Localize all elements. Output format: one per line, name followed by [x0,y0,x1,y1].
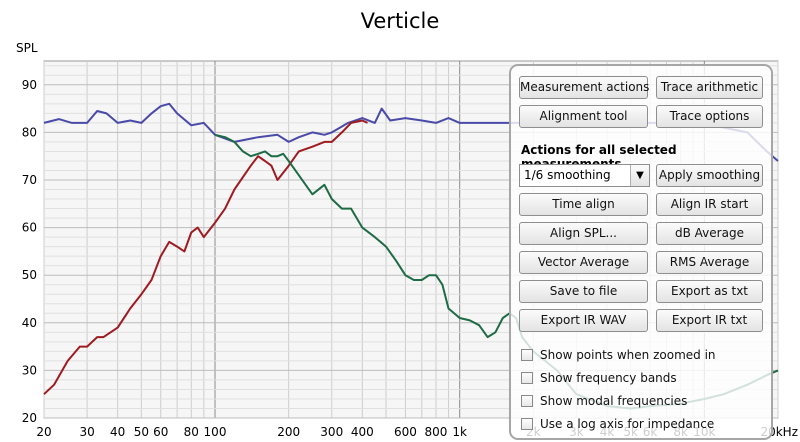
x-tick-label: 800 [425,425,448,439]
vector-average-button[interactable]: Vector Average [519,251,648,274]
smoothing-select-value: 1/6 smoothing [524,168,611,182]
chevron-down-icon[interactable]: ▼ [630,165,649,186]
rms-average-button[interactable]: RMS Average [656,251,763,274]
checkbox-label: Show frequency bands [540,371,677,385]
x-tick-label: 80 [184,425,199,439]
x-tick-label: 300 [320,425,343,439]
graph-title: Verticle [360,9,440,33]
x-tick-label: 100 [204,425,227,439]
apply-smoothing-button[interactable]: Apply smoothing [656,164,763,187]
x-tick-label: 1k [452,425,467,439]
alignment-tool-button[interactable]: Alignment tool [519,105,648,128]
export-ir-txt-button[interactable]: Export IR txt [656,309,763,332]
db-average-button[interactable]: dB Average [656,222,763,245]
align-spl-button[interactable]: Align SPL... [519,222,648,245]
checkbox-box[interactable] [521,372,533,384]
x-tick-label: 40 [110,425,125,439]
y-tick-label: 40 [22,316,37,330]
measurement-actions-button[interactable]: Measurement actions [519,76,649,99]
x-tick-label: 200 [277,425,300,439]
checkbox-box[interactable] [521,349,533,361]
y-tick-label: 80 [22,125,37,139]
time-align-button[interactable]: Time align [519,193,648,216]
y-tick-label: 50 [22,268,37,282]
y-tick-label: 90 [22,78,37,92]
x-tick-label: 600 [394,425,417,439]
export-as-txt-button[interactable]: Export as txt [656,280,763,303]
x-tick-label: 30 [79,425,94,439]
y-axis-label: SPL [16,41,38,55]
align-ir-start-button[interactable]: Align IR start [656,193,763,216]
series-line-1 [43,119,368,395]
checkbox-label: Show modal frequencies [540,394,688,408]
y-tick-label: 20 [22,411,37,425]
checkbox-label: Show points when zoomed in [540,348,716,362]
x-tick-label: 60 [153,425,168,439]
trace-arithmetic-button[interactable]: Trace arithmetic [656,76,763,99]
x-tick-label: 20 [36,425,51,439]
smoothing-select[interactable]: 1/6 smoothing ▼ [519,164,650,187]
y-tick-label: 70 [22,173,37,187]
y-tick-label: 30 [22,363,37,377]
checkbox-box[interactable] [521,418,533,430]
export-ir-wav-button[interactable]: Export IR WAV [519,309,648,332]
x-tick-label: 400 [351,425,374,439]
checkbox-label: Use a log axis for impedance [540,417,715,431]
x-tick-label: 50 [134,425,149,439]
checkbox-box[interactable] [521,395,533,407]
save-to-file-button[interactable]: Save to file [519,280,648,303]
actions-panel: Actions for all selected measurements 1/… [509,64,773,440]
trace-options-button[interactable]: Trace options [656,105,763,128]
y-tick-label: 60 [22,221,37,235]
